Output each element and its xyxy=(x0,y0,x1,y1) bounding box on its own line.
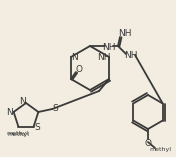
Text: S: S xyxy=(52,104,58,114)
Text: O: O xyxy=(144,140,152,149)
Text: NH: NH xyxy=(118,30,132,38)
Text: NH: NH xyxy=(102,43,116,51)
Text: O: O xyxy=(76,65,82,75)
Text: NH: NH xyxy=(124,51,138,60)
Text: methyl: methyl xyxy=(6,131,28,136)
Text: N: N xyxy=(20,97,26,106)
Text: S: S xyxy=(35,123,40,132)
Text: methyl: methyl xyxy=(7,132,29,137)
Text: NH: NH xyxy=(97,52,111,62)
Text: N: N xyxy=(72,52,78,62)
Text: methyl: methyl xyxy=(149,146,171,152)
Text: N: N xyxy=(6,108,13,117)
